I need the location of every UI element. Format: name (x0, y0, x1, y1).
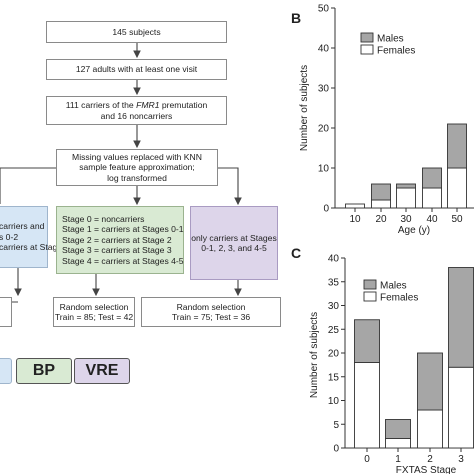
random-selection-right: Random selection Train = 75; Test = 36 (141, 297, 281, 327)
random-right-line-2: Train = 75; Test = 36 (171, 312, 251, 322)
adults-text: 127 adults with at least one visit (75, 64, 198, 75)
random-center-line-1: Random selection (59, 301, 129, 312)
knn-line-2: sample feature approximation; (79, 162, 195, 173)
tag-vre: VRE (74, 358, 130, 384)
random-selection-left-partial (0, 297, 12, 327)
stage-3-line: Stage 3 = carriers at Stage 3 (62, 245, 172, 256)
fmr1-gene-name: FMR1 (136, 100, 160, 111)
left-classification-box: carriers and s 0-2 carriers at Stages 3-… (0, 206, 81, 268)
carriers-line-1-post: premutation (159, 100, 208, 111)
tag-left-partial (0, 358, 12, 384)
stage-4-line: Stage 4 = carriers at Stages 4-5 (62, 255, 184, 266)
knn-line-3: log transformed (107, 172, 167, 183)
carriers-line-2: and 16 noncarriers (100, 110, 173, 121)
subjects-text: 145 subjects (112, 26, 161, 37)
stage-1-line: Stage 1 = carriers at Stages 0-1 (62, 224, 184, 235)
stage-2-line: Stage 2 = carriers at Stage 2 (62, 234, 172, 245)
stage-classification-box: Stage 0 = noncarriers Stage 1 = carriers… (56, 206, 184, 274)
tag-bp-label: BP (32, 362, 56, 379)
left-box-line-3: carriers at Stages 3-5 (0, 242, 82, 253)
adults-box: 127 adults with at least one visit (46, 59, 227, 80)
knn-box: Missing values replaced with KNN sample … (56, 149, 218, 186)
carriers-line-1: 111 carriers of the FMR1 premutation (66, 100, 208, 110)
knn-line-1: Missing values replaced with KNN (72, 151, 202, 162)
left-box-line-1: carriers and (0, 221, 45, 232)
subjects-box: 145 subjects (46, 21, 227, 43)
carriers-only-box: only carriers at Stages 0-1, 2, 3, and 4… (190, 206, 278, 280)
carriers-only-line-1: only carriers at Stages (191, 232, 277, 243)
panel-b-letter: B (291, 10, 302, 26)
carriers-line-1-pre: 111 carriers of the (65, 100, 137, 111)
left-box-line-2: s 0-2 (0, 231, 19, 242)
random-selection-center: Random selection Train = 85; Test = 42 (53, 297, 135, 327)
random-right-line-1: Random selection (176, 301, 246, 312)
stage-0-line: Stage 0 = noncarriers (62, 213, 145, 224)
carriers-box: 111 carriers of the FMR1 premutation and… (46, 96, 227, 125)
random-center-line-2: Train = 85; Test = 42 (54, 312, 134, 322)
carriers-only-line-2: 0-1, 2, 3, and 4-5 (201, 243, 267, 253)
panel-c-letter: C (291, 245, 302, 261)
tag-vre-label: VRE (85, 362, 119, 379)
tag-bp: BP (16, 358, 72, 384)
